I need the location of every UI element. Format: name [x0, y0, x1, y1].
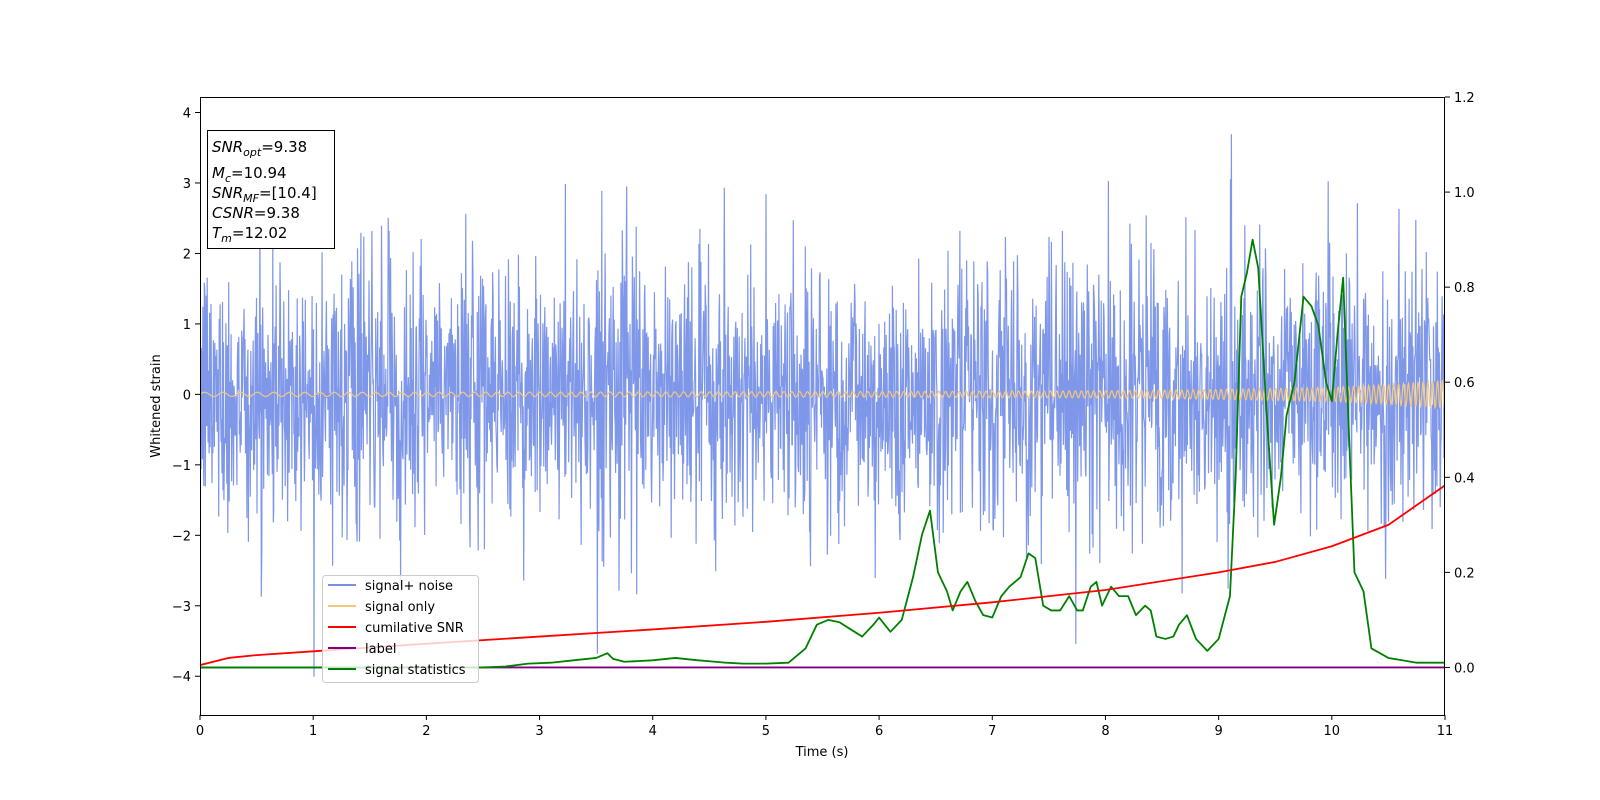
y-left-tick-label: −4 — [172, 670, 191, 685]
x-tick-label: 8 — [1101, 724, 1109, 739]
info-snr-opt: SNRopt=9.38 — [212, 138, 307, 159]
y-right-tick-label: 1.2 — [1454, 91, 1475, 106]
legend-label-signal-noise: signal+ noise — [365, 579, 453, 594]
info-csnr: CSNR=9.38 — [212, 204, 300, 222]
y-right-tick-label: 0.2 — [1454, 566, 1475, 581]
info-box: SNRopt=9.38 Mc=10.94 SNRMF=[10.4] CSNR=9… — [207, 130, 335, 249]
legend-frame — [322, 575, 479, 683]
y-right-tick-label: 0.8 — [1454, 281, 1475, 296]
x-tick-label: 10 — [1324, 724, 1341, 739]
info-snr-mf-sub: MF — [243, 192, 259, 205]
info-snr-mf: SNRMF=[10.4] — [212, 184, 317, 205]
y-left-tick-label: 1 — [183, 318, 191, 333]
info-tm-base: T — [212, 224, 223, 242]
info-snr-opt-value: =9.38 — [261, 138, 307, 156]
y-right-tick-label: 0.6 — [1454, 376, 1475, 391]
y-right-tick-label: 0.4 — [1454, 471, 1475, 486]
info-snr-mf-value: =[10.4] — [259, 184, 317, 202]
x-tick-label: 6 — [875, 724, 883, 739]
y-left-tick-label: 4 — [183, 107, 191, 122]
x-tick-label: 0 — [196, 724, 204, 739]
x-tick-label: 9 — [1214, 724, 1222, 739]
info-snr-opt-sub: opt — [243, 146, 262, 159]
x-tick-label: 3 — [535, 724, 543, 739]
y-axis-right: 0.0 0.2 0.4 0.6 0.8 1.0 1.2 — [1445, 91, 1475, 676]
legend-label-label: label — [365, 642, 396, 657]
info-snr-mf-base: SNR — [212, 184, 243, 202]
series-signal-statistics-line — [200, 238, 1445, 669]
x-axis-title: Time (s) — [795, 745, 849, 760]
y-left-tick-label: −1 — [172, 459, 191, 474]
x-tick-label: 4 — [649, 724, 657, 739]
x-tick-label: 1 — [309, 724, 317, 739]
info-mc: Mc=10.94 — [212, 164, 287, 185]
axes-frame — [200, 97, 1445, 716]
x-tick-label: 11 — [1437, 724, 1454, 739]
legend-label-signal-statistics: signal statistics — [365, 663, 466, 678]
info-tm-sub: m — [221, 232, 232, 245]
info-box-frame — [207, 130, 335, 249]
legend-label-signal-only: signal only — [365, 600, 435, 615]
y-right-tick-label: 1.0 — [1454, 186, 1475, 201]
info-tm-value: =12.02 — [232, 224, 288, 242]
legend-label-cumulative-snr: cumilative SNR — [365, 621, 464, 636]
info-csnr-value: =9.38 — [254, 204, 300, 222]
y-left-tick-label: 0 — [183, 388, 191, 403]
y-right-tick-label: 0.0 — [1454, 661, 1475, 676]
info-tm: Tm=12.02 — [212, 224, 287, 245]
y-axis-left: −4 −3 −2 −1 0 1 2 3 4 — [172, 107, 200, 685]
x-axis: 0 1 2 3 4 5 6 7 8 9 10 11 — [196, 715, 1453, 739]
info-mc-base: M — [212, 164, 225, 182]
series-cumulative-snr-line — [200, 484, 1445, 666]
info-mc-value: =10.94 — [231, 164, 287, 182]
series-signal-noise-line — [200, 134, 1445, 677]
x-tick-label: 5 — [762, 724, 770, 739]
y-axis-title: Whitened strain — [149, 354, 164, 457]
y-left-tick-label: 2 — [183, 247, 191, 262]
info-mc-sub: c — [225, 172, 231, 185]
legend: signal+ noise signal only cumilative SNR… — [322, 575, 479, 683]
info-snr-opt-base: SNR — [212, 138, 243, 156]
y-left-tick-label: 3 — [183, 177, 191, 192]
y-left-tick-label: −2 — [172, 529, 191, 544]
x-tick-label: 7 — [988, 724, 996, 739]
info-csnr-base: CSNR — [212, 204, 254, 222]
x-tick-label: 2 — [422, 724, 430, 739]
y-left-tick-label: −3 — [172, 600, 191, 615]
